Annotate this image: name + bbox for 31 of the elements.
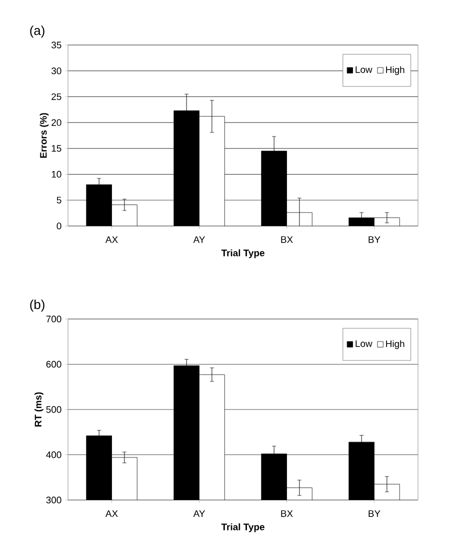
y-tick-label: 400	[46, 451, 62, 458]
y-tick-label: 10	[52, 170, 62, 178]
y-tick-label: 700	[46, 316, 62, 322]
legend-label: High	[386, 340, 404, 350]
x-tick-label: BX	[281, 236, 293, 243]
x-tick-label: AY	[193, 236, 206, 243]
y-tick-label: 5	[56, 196, 62, 204]
x-axis-title: Trial Type	[221, 523, 264, 532]
y-tick-label: 300	[46, 496, 62, 504]
x-tick-label: BY	[368, 510, 380, 517]
legend-label: High	[386, 66, 404, 76]
y-tick-label: 500	[46, 406, 62, 413]
x-tick-label: BY	[368, 236, 380, 243]
y-tick-label: 25	[52, 93, 62, 100]
legend-label: Low	[356, 66, 372, 73]
y-tick-label: 15	[52, 145, 62, 152]
x-tick-label: BX	[281, 510, 293, 517]
x-tick-label: AX	[105, 510, 118, 517]
y-tick-label: 30	[51, 68, 62, 74]
y-tick-label: 20	[52, 119, 62, 126]
y-tick-label: 600	[46, 360, 62, 368]
y-tick-label: 35	[51, 42, 62, 48]
x-tick-label: AX	[105, 236, 118, 243]
x-axis-title: Trial Type	[221, 249, 264, 258]
legend-label: Low	[356, 340, 372, 347]
chart-title: (b)	[30, 300, 44, 312]
y-axis-title: Errors (%)	[40, 113, 49, 158]
x-tick-label: AY	[193, 510, 206, 517]
y-tick-label: 0	[56, 222, 62, 230]
y-axis-title: RT (ms)	[34, 392, 44, 426]
chart-title: (a)	[30, 26, 44, 38]
